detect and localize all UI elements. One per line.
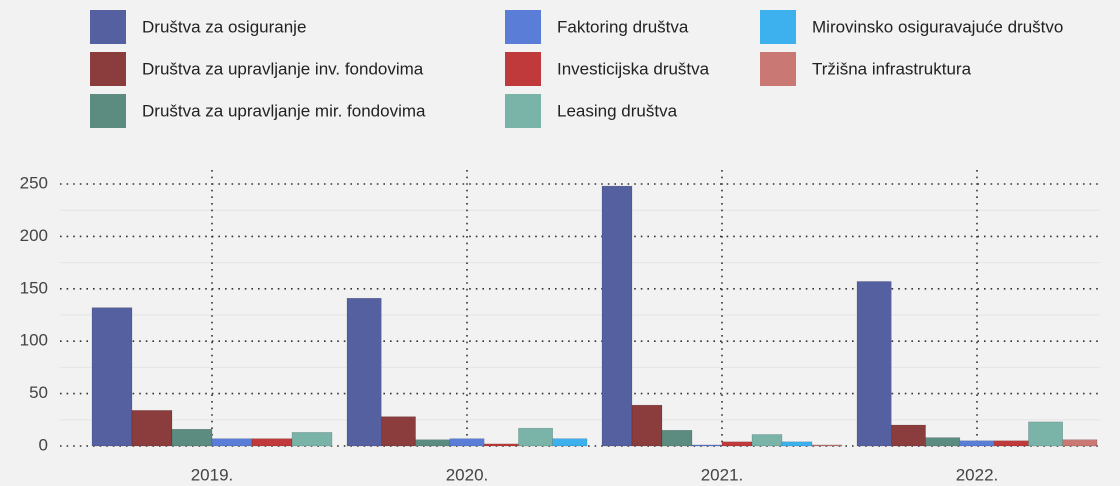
legend-swatch: [90, 52, 126, 86]
x-tick-label: 2019.: [191, 465, 234, 484]
legend-label: Faktoring društva: [557, 17, 689, 36]
legend-swatch: [90, 10, 126, 44]
legend-swatch: [760, 10, 796, 44]
y-tick-label: 150: [20, 278, 48, 297]
bar: [415, 439, 451, 447]
y-tick-label: 250: [20, 173, 48, 192]
bar: [381, 416, 416, 447]
legend-label: Društva za osiguranje: [142, 17, 306, 36]
legend-label: Investicijska društva: [557, 59, 710, 78]
bar: [131, 410, 173, 447]
y-tick-label: 200: [20, 226, 48, 245]
legend-swatch: [90, 94, 126, 128]
x-tick-label: 2022.: [956, 465, 999, 484]
bar: [1062, 439, 1098, 447]
x-tick-label: 2020.: [446, 465, 489, 484]
legend-swatch: [760, 52, 796, 86]
legend-label: Društva za upravljanje mir. fondovima: [142, 101, 426, 120]
legend-swatch: [505, 52, 541, 86]
bar: [891, 424, 926, 447]
legend-label: Mirovinsko osiguravajuće društvo: [812, 17, 1063, 36]
bar: [691, 444, 723, 447]
bar: [601, 185, 633, 447]
bar: [449, 438, 485, 447]
bar: [291, 432, 333, 447]
legend-swatch: [505, 10, 541, 44]
x-tick-label: 2021.: [701, 465, 744, 484]
bar: [251, 438, 293, 447]
bar: [631, 404, 663, 447]
bar: [1028, 421, 1063, 447]
bar: [346, 297, 382, 447]
y-tick-label: 0: [39, 435, 48, 454]
bar: [811, 444, 843, 447]
legend-swatch: [505, 94, 541, 128]
bar: [518, 427, 553, 447]
bar: [721, 441, 753, 447]
legend-label: Društva za upravljanje inv. fondovima: [142, 59, 424, 78]
bar: [959, 440, 995, 447]
bar: [171, 428, 213, 447]
bar: [751, 434, 783, 447]
y-tick-label: 100: [20, 331, 48, 350]
bar: [91, 307, 133, 447]
bar: [483, 443, 519, 447]
bar: [856, 281, 892, 447]
bar: [552, 438, 588, 447]
bar: [661, 430, 693, 447]
bar: [211, 438, 253, 447]
y-tick-label: 50: [29, 383, 48, 402]
bar: [925, 437, 961, 447]
legend-label: Tržišna infrastruktura: [812, 59, 972, 78]
bar: [993, 440, 1029, 447]
bar: [781, 441, 813, 447]
legend-label: Leasing društva: [557, 101, 678, 120]
